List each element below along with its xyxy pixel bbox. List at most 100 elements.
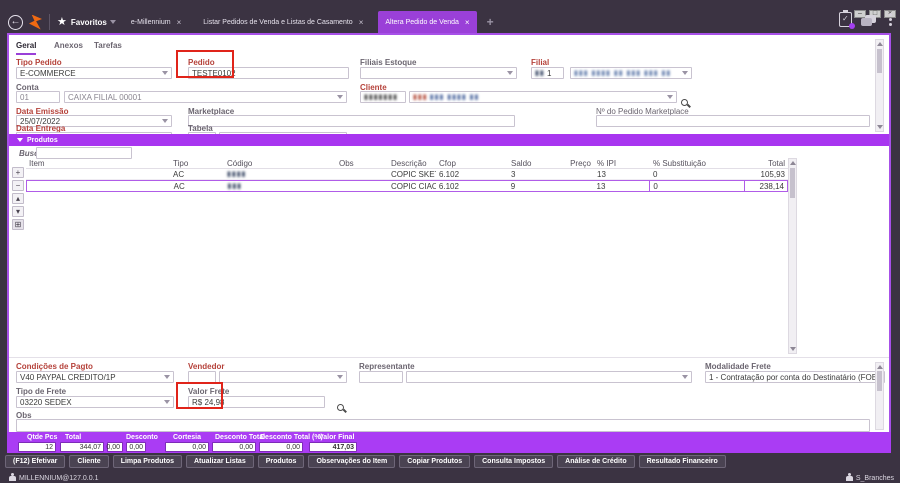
new-tab-button[interactable]: +	[486, 15, 494, 29]
overflow-menu-icon[interactable]	[889, 13, 892, 16]
column-header-obs[interactable]: Obs	[339, 158, 354, 168]
close-tab-icon[interactable]: ×	[358, 17, 364, 27]
representante-select[interactable]	[406, 371, 692, 383]
valor-frete-search-icon[interactable]	[337, 398, 344, 416]
filiais-estoque-label: Filiais Estoque	[360, 58, 417, 67]
cortesia-value[interactable]: 0,00	[165, 442, 209, 452]
cortesia-label: Cortesia	[173, 434, 202, 441]
desconto-total-pct-value[interactable]: 0,00	[259, 442, 303, 452]
bottom-form-scrollbar[interactable]	[875, 362, 884, 430]
favorites-menu[interactable]: Favoritos	[70, 17, 107, 27]
observacoes-item-button[interactable]: Observações do Item	[308, 455, 396, 468]
buscar-label: Buscar	[19, 149, 47, 158]
tasks-clipboard-icon[interactable]	[839, 10, 855, 29]
close-tab-icon[interactable]: ×	[464, 17, 470, 27]
efetivar-button[interactable]: (F12) Efetivar	[5, 455, 66, 468]
num-pedido-marketplace-input[interactable]	[596, 115, 870, 127]
action-toolbar: (F12) Efetivar Cliente Limpa Produtos At…	[0, 455, 900, 471]
column-header-cfop[interactable]: Cfop	[439, 158, 456, 168]
annotation-pedido-highlight	[176, 50, 234, 78]
grid-move-up-button[interactable]: ▴	[12, 193, 24, 204]
column-header-tipo[interactable]: Tipo	[173, 158, 189, 168]
branch-label[interactable]: S_Branches	[855, 475, 894, 482]
order-form-panel: Geral Anexos Tarefas Tipo Pedido E-COMME…	[7, 33, 891, 453]
tipo-frete-select[interactable]: 03220 SEDEX	[16, 396, 174, 408]
table-row[interactable]: AC ▮▮▮▮ COPIC SKETCH 6.102 3 13 0 105,93	[26, 169, 788, 180]
data-emissao-label: Data Emissão	[16, 107, 69, 116]
favorites-star-icon: ★	[57, 16, 67, 28]
produtos-section-header[interactable]: Produtos	[9, 134, 889, 146]
limpa-produtos-button[interactable]: Limpa Produtos	[112, 455, 182, 468]
buscar-input[interactable]	[36, 147, 132, 159]
condicoes-pagto-select[interactable]: V40 PAYPAL CREDITO/1P	[16, 371, 174, 383]
pedido-label: Pedido	[188, 58, 215, 67]
vendedor-label: Vendedor	[188, 362, 225, 371]
obs-input[interactable]	[16, 419, 870, 432]
chat-icon[interactable]	[861, 15, 876, 26]
table-row-selected[interactable]: AC ▮▮▮ COPIC CIAO 6.102 9 13 0 238,14	[26, 180, 788, 192]
column-header-substituicao[interactable]: % Substituição	[653, 158, 706, 168]
tab-listar-pedidos[interactable]: Listar Pedidos de Venda e Listas de Casa…	[203, 17, 364, 27]
column-header-descricao[interactable]: Descrição	[391, 158, 427, 168]
grid-columns-button[interactable]: ⊞	[12, 219, 24, 230]
desconto-unit-value[interactable]: 0,00	[106, 442, 123, 452]
desconto-value[interactable]: 0,00	[126, 442, 146, 452]
cliente-search-icon[interactable]	[681, 93, 688, 111]
atualizar-listas-button[interactable]: Atualizar Listas	[185, 455, 254, 468]
total-value: 344,07	[60, 442, 104, 452]
tab-anexos[interactable]: Anexos	[54, 41, 83, 50]
grid-add-row-button[interactable]: +	[12, 167, 24, 178]
conta-select[interactable]: CAIXA FILIAL 00001	[64, 91, 347, 103]
column-header-total[interactable]: Total	[768, 158, 785, 168]
consulta-impostos-button[interactable]: Consulta Impostos	[474, 455, 554, 468]
cliente-code-input[interactable]: ▮▮▮▮▮▮▮	[360, 91, 406, 103]
valor-final-value: 417,03	[309, 442, 357, 452]
cliente-select[interactable]: ▮▮▮ ▮▮▮ ▮▮▮▮ ▮▮	[409, 91, 677, 103]
back-button[interactable]: ←	[8, 14, 23, 30]
tipo-pedido-select[interactable]: E-COMMERCE	[16, 67, 172, 79]
conta-code-input[interactable]: 01	[16, 91, 60, 103]
connection-status: MILLENNIUM@127.0.0.1	[19, 475, 99, 482]
marketplace-input[interactable]	[188, 115, 515, 127]
resultado-financeiro-button[interactable]: Resultado Financeiro	[638, 455, 726, 468]
minimize-button[interactable]: –	[854, 10, 866, 18]
marketplace-label: Marketplace	[188, 107, 235, 116]
tab-e-millennium[interactable]: e-Millennium ×	[130, 17, 182, 27]
column-header-saldo[interactable]: Saldo	[511, 158, 532, 168]
tab-geral[interactable]: Geral	[16, 41, 37, 55]
vendedor-select[interactable]	[219, 371, 347, 383]
tab-altera-pedido-de-venda[interactable]: Altera Pedido de Venda ×	[378, 11, 477, 33]
copiar-produtos-button[interactable]: Copiar Produtos	[399, 455, 471, 468]
column-header-item[interactable]: Item	[29, 158, 45, 168]
representante-code-input[interactable]	[359, 371, 403, 383]
filial-select[interactable]: ▮▮▮ ▮▮▮▮ ▮▮ ▮▮▮ ▮▮▮ ▮▮	[570, 67, 692, 79]
column-header-ipi[interactable]: % IPI	[597, 158, 617, 168]
condicoes-pagto-label: Condições de Pagto	[16, 362, 93, 371]
desconto-total-value[interactable]: 0,00	[212, 442, 256, 452]
num-pedido-marketplace-label: Nº do Pedido Marketplace	[596, 107, 689, 116]
divider	[49, 14, 50, 30]
grid-remove-row-button[interactable]: −	[12, 180, 24, 191]
cliente-button[interactable]: Cliente	[69, 455, 109, 468]
tab-tarefas[interactable]: Tarefas	[94, 41, 122, 50]
modalidade-frete-select[interactable]: 1 - Contratação por conta do Destinatári…	[705, 371, 885, 383]
column-header-preco[interactable]: Preço	[570, 158, 591, 168]
cliente-label: Cliente	[360, 83, 387, 92]
data-entrega-label: Data Entrega	[16, 124, 66, 133]
filiais-estoque-select[interactable]	[360, 67, 517, 79]
produtos-button[interactable]: Produtos	[257, 455, 305, 468]
data-emissao-select[interactable]: 25/07/2022	[16, 115, 172, 127]
chevron-down-icon[interactable]	[109, 20, 116, 24]
divider	[9, 357, 889, 358]
analise-credito-button[interactable]: Análise de Crédito	[557, 455, 635, 468]
form-scrollbar[interactable]	[875, 39, 884, 132]
grid-move-down-button[interactable]: ▾	[12, 206, 24, 217]
grid-header-row: Item Tipo Código Obs Descrição Cfop Sald…	[26, 158, 788, 169]
filial-code-input[interactable]: ▮▮ 1	[531, 67, 564, 79]
grid-scrollbar[interactable]	[788, 158, 797, 354]
column-header-codigo[interactable]: Código	[227, 158, 253, 168]
close-tab-icon[interactable]: ×	[176, 17, 182, 27]
filial-label: Filial	[531, 58, 550, 67]
obs-label: Obs	[16, 411, 32, 420]
